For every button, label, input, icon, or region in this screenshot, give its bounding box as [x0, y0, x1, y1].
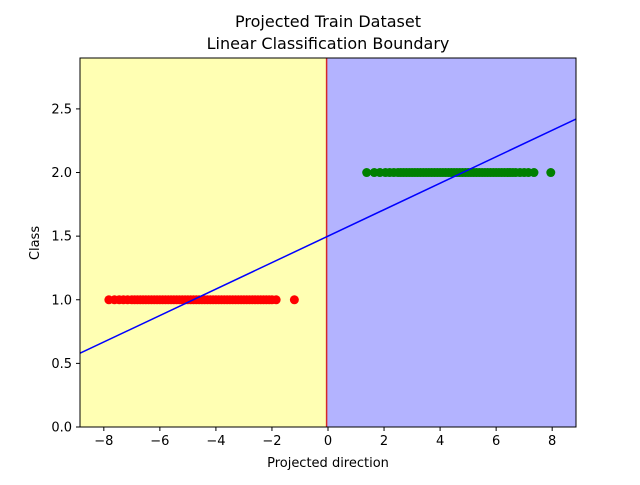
class-1-point: [271, 295, 281, 305]
regression-line: [80, 118, 576, 354]
x-tick-label: 4: [436, 434, 444, 449]
chart-title-line1: Projected Train Dataset: [235, 12, 421, 31]
x-tick-label: 2: [380, 434, 388, 449]
y-tick-label: 0.5: [51, 357, 72, 372]
y-tick-label: 1.5: [51, 230, 72, 245]
x-axis: −8 −6 −4 −2 0 2 4 6 8: [94, 427, 556, 449]
chart-title-line2: Linear Classification Boundary: [207, 34, 450, 53]
class-1-point: [289, 295, 299, 305]
class-2-point: [362, 168, 372, 178]
x-tick-label: 0: [324, 434, 332, 449]
x-tick-label: −6: [150, 434, 169, 449]
y-tick-label: 1.0: [51, 293, 72, 308]
plot-area: [79, 57, 577, 428]
class-2-point: [529, 168, 539, 178]
x-axis-label: Projected direction: [267, 456, 389, 471]
class-2-point: [546, 168, 556, 178]
y-tick-label: 2.5: [51, 102, 72, 117]
x-tick-label: 6: [492, 434, 500, 449]
x-tick-label: −4: [206, 434, 225, 449]
x-tick-label: −8: [94, 434, 113, 449]
plot-content: [80, 58, 576, 427]
y-tick-label: 0.0: [51, 421, 72, 436]
y-tick-label: 2.0: [51, 166, 72, 181]
x-tick-label: 8: [548, 434, 556, 449]
x-tick-label: −2: [262, 434, 281, 449]
y-axis: 0.0 0.5 1.0 1.5 2.0 2.5: [51, 102, 80, 436]
region-class-1: [80, 58, 327, 427]
region-class-2: [326, 58, 576, 427]
y-axis-label: Class: [28, 226, 43, 260]
